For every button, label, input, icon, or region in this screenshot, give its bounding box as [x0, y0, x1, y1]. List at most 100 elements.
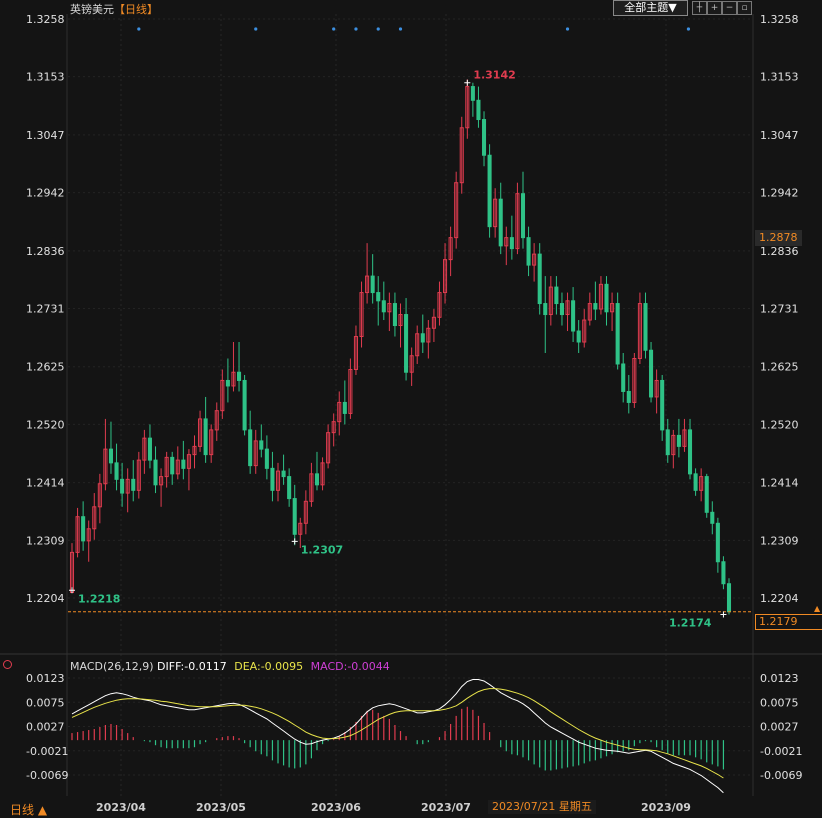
y-tick-label-right: 1.2414 [760, 477, 799, 490]
y-tick-label-left: 1.2520 [26, 418, 65, 431]
diff-line [71, 679, 724, 794]
macd-y-tick-right: 0.0027 [760, 721, 799, 734]
y-tick-label-right: 1.3047 [760, 129, 799, 142]
candle-body [337, 401, 342, 423]
candle-body [309, 473, 314, 502]
candle-body [370, 275, 375, 294]
y-tick-label-left: 1.3258 [26, 13, 65, 26]
candle-body [615, 303, 620, 365]
annotation-label: 1.2174 [669, 616, 712, 629]
x-tick-label: 2023/06 [311, 801, 361, 814]
event-marker-dot [376, 27, 380, 31]
candle-body [431, 316, 436, 329]
candle-body [292, 498, 297, 535]
event-marker-dot [686, 27, 691, 31]
macd-y-tick-right: -0.0069 [760, 769, 802, 782]
candle-body [170, 456, 175, 475]
event-marker-dot [354, 27, 358, 31]
annotation-cross [69, 587, 75, 594]
y-tick-label-left: 1.2204 [26, 592, 65, 605]
axis-ticks: 2023/04 2023/05 2023/06 2023/07 2023/09 1.325… [26, 13, 802, 814]
zoom-out-icon[interactable]: − [722, 1, 737, 15]
candle-body [331, 421, 336, 434]
grid-lines [0, 14, 822, 796]
macd-y-tick-right: -0.0021 [760, 745, 802, 758]
candle-body [559, 303, 564, 316]
candle-body [242, 379, 247, 431]
x-tick-label: 2023/07 [421, 801, 471, 814]
candle-body [237, 371, 242, 381]
event-marker-dot [398, 27, 403, 31]
candle-body [637, 303, 642, 359]
event-marker-dot [332, 27, 336, 31]
candle-body [610, 303, 615, 313]
candle-body [715, 522, 720, 563]
x-tick-label: 2023/09 [641, 801, 691, 814]
candle-body [342, 401, 347, 414]
candle-body [287, 476, 292, 500]
candle-body [404, 314, 409, 373]
candle-body [353, 336, 358, 370]
y-tick-label-left: 1.2309 [26, 534, 65, 547]
legend-macd: MACD:-0.0044 [310, 660, 390, 673]
candle-body [537, 253, 542, 305]
candle-body [314, 473, 320, 486]
candle-body [264, 448, 269, 469]
crosshair-icon[interactable]: ┼ [692, 1, 707, 15]
candle-body [147, 437, 152, 461]
annotation-label: 1.3142 [473, 69, 515, 82]
y-tick-label-left: 1.2942 [26, 187, 65, 200]
candle-body [203, 418, 208, 456]
restore-icon[interactable]: ▫ [737, 1, 752, 15]
candle-body [582, 319, 587, 343]
macd-title: MACD(26,12,9) [70, 660, 154, 673]
scroll-up-icon[interactable]: ▲ [814, 604, 821, 613]
candle-body [704, 476, 709, 513]
y-tick-label-right: 1.2942 [760, 187, 799, 200]
candle-body [248, 429, 253, 467]
y-tick-label-left: 1.3153 [26, 71, 65, 84]
chevron-up-icon: ▲ [37, 803, 48, 817]
candle-body [142, 437, 147, 461]
candle-body [281, 470, 286, 478]
candle-body [398, 314, 403, 327]
y-tick-label-left: 1.2836 [26, 245, 65, 258]
indicator-settings-icon[interactable] [3, 660, 12, 669]
period-selector[interactable]: 日线 ▲ [10, 801, 47, 818]
legend-dea: DEA:-0.0095 [234, 660, 304, 673]
dea-line [71, 688, 724, 779]
candle-body [593, 303, 598, 310]
candlestick-series [69, 79, 732, 615]
last-price-label: 1.2179 [755, 614, 822, 630]
theme-dropdown[interactable]: 全部主题▼ [613, 0, 688, 16]
candle-body [92, 506, 97, 530]
y-tick-label-left: 1.2625 [26, 361, 65, 374]
candle-body [604, 283, 609, 313]
candle-body [270, 467, 275, 491]
candle-body [409, 355, 414, 373]
candle-body [493, 198, 498, 228]
candle-body [693, 473, 698, 491]
candle-body [120, 478, 125, 494]
annotation-label: 1.2218 [78, 592, 120, 605]
candle-body [443, 259, 448, 294]
y-tick-label-left: 1.2414 [26, 477, 65, 490]
annotation-cross [464, 79, 471, 86]
candle-body [676, 434, 681, 447]
candle-body [198, 418, 203, 447]
candle-body [671, 434, 676, 456]
macd-panel [71, 679, 725, 794]
legend-diff: DIFF:-0.0117 [157, 660, 227, 673]
candle-body [699, 476, 704, 491]
candle-body [470, 86, 475, 101]
candle-body [498, 198, 503, 247]
event-marker-dot [137, 27, 141, 31]
zoom-in-icon[interactable]: + [707, 1, 722, 15]
event-marker-dot [565, 27, 570, 31]
y-tick-label-right: 1.2625 [760, 361, 799, 374]
candle-body [448, 237, 453, 261]
candle-body [643, 303, 648, 351]
candle-body [420, 333, 425, 343]
candle-body [721, 561, 726, 585]
